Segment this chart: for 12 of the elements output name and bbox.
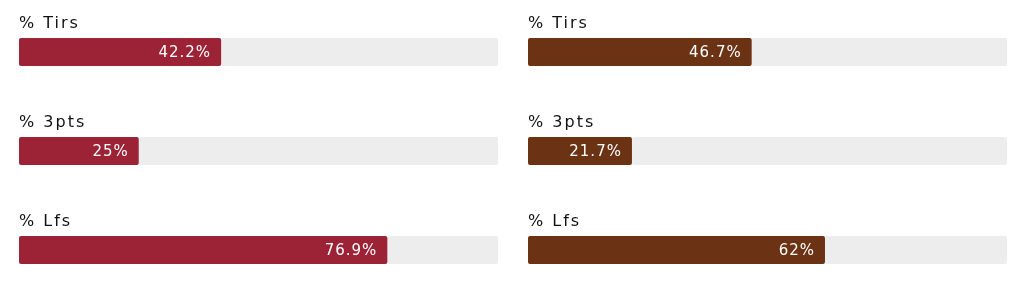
y-tick-label: % Lfs [19, 211, 73, 230]
y-tick-label: % 3pts [528, 112, 596, 131]
data-label: 42.2% [158, 43, 212, 61]
data-label: 46.7% [689, 43, 742, 61]
data-label: 21.7% [569, 142, 622, 160]
y-tick-label: % 3pts [19, 112, 87, 131]
data-label: 62% [778, 241, 815, 259]
data-label: 76.9% [324, 241, 378, 259]
y-tick-label: % Tirs [528, 13, 589, 32]
data-label: 25% [92, 142, 129, 160]
y-tick-label: % Lfs [528, 211, 582, 230]
y-tick-label: % Tirs [19, 13, 80, 32]
